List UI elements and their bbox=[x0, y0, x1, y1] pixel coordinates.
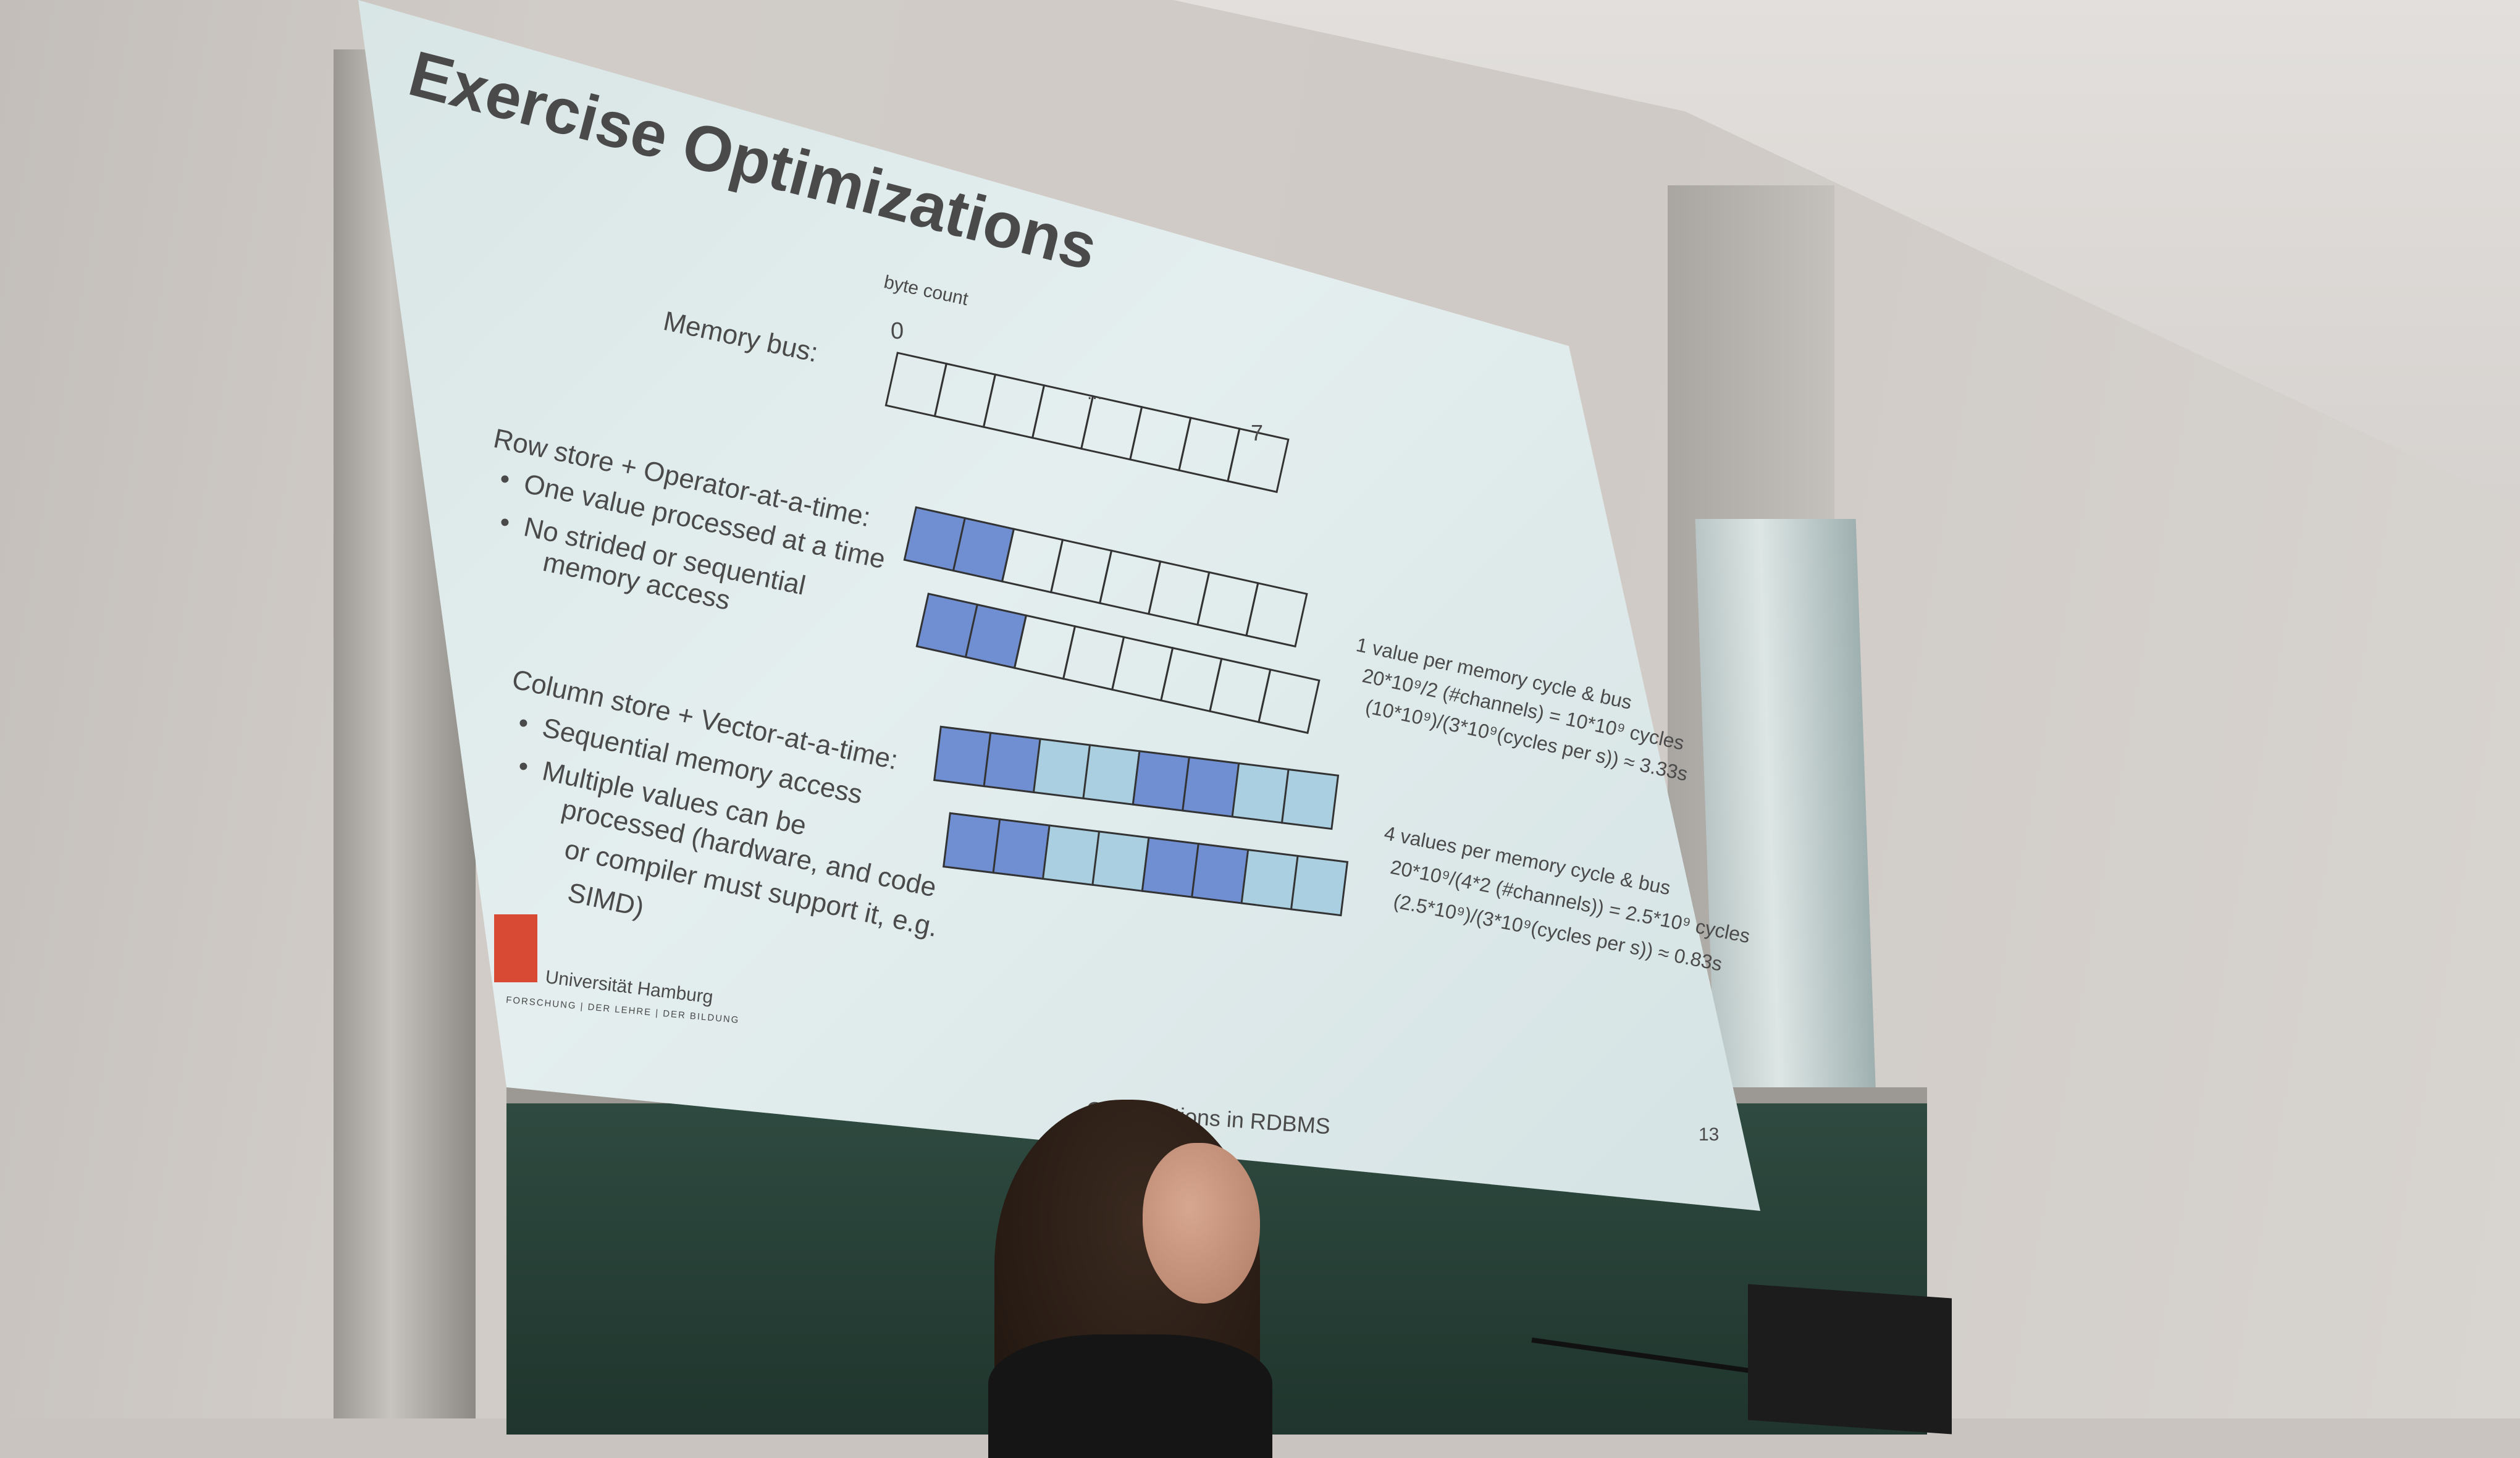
col-cell bbox=[992, 818, 1051, 880]
speaker-body bbox=[988, 1334, 1272, 1458]
col-cell bbox=[1191, 842, 1250, 904]
col-cell bbox=[943, 812, 1001, 874]
slide-content: Exercise Optimizations byte count 0 Memo… bbox=[401, 37, 1752, 1145]
col-cell bbox=[1280, 768, 1340, 830]
projection-screen bbox=[358, 0, 1760, 1211]
col-cell bbox=[1290, 854, 1349, 917]
col-cell bbox=[1091, 830, 1150, 892]
memory-bus-cells bbox=[884, 352, 1290, 494]
row-cell bbox=[1245, 582, 1308, 648]
slide-page-number: 13 bbox=[1699, 1124, 1720, 1145]
col-cell bbox=[1041, 824, 1101, 886]
col-cell bbox=[1082, 744, 1141, 806]
bus-end-index: 7 bbox=[1251, 420, 1264, 445]
row-cell bbox=[1258, 668, 1321, 735]
slide-title: Exercise Optimizations bbox=[401, 37, 1104, 284]
byte-count-label: byte count bbox=[882, 272, 970, 310]
col-cell bbox=[933, 725, 992, 788]
university-logo bbox=[494, 914, 537, 982]
col-cell bbox=[1240, 848, 1299, 911]
bus-start-index: 0 bbox=[891, 318, 904, 344]
col-cell bbox=[1032, 738, 1091, 799]
col-cell bbox=[1132, 750, 1190, 812]
lectern-monitor bbox=[1748, 1284, 1952, 1435]
column-store-bullet-cont: SIMD) bbox=[565, 877, 647, 923]
memory-bus-label: Memory bus: bbox=[660, 306, 821, 368]
column-store-cells-2 bbox=[943, 812, 1349, 917]
speaker-face bbox=[1143, 1143, 1260, 1304]
col-cell bbox=[1182, 756, 1240, 818]
column-store-cells-1 bbox=[933, 725, 1340, 830]
col-cell bbox=[1141, 836, 1199, 898]
col-cell bbox=[1231, 762, 1290, 824]
col-cell bbox=[983, 731, 1041, 794]
bus-ellipsis: ... bbox=[1087, 383, 1103, 403]
